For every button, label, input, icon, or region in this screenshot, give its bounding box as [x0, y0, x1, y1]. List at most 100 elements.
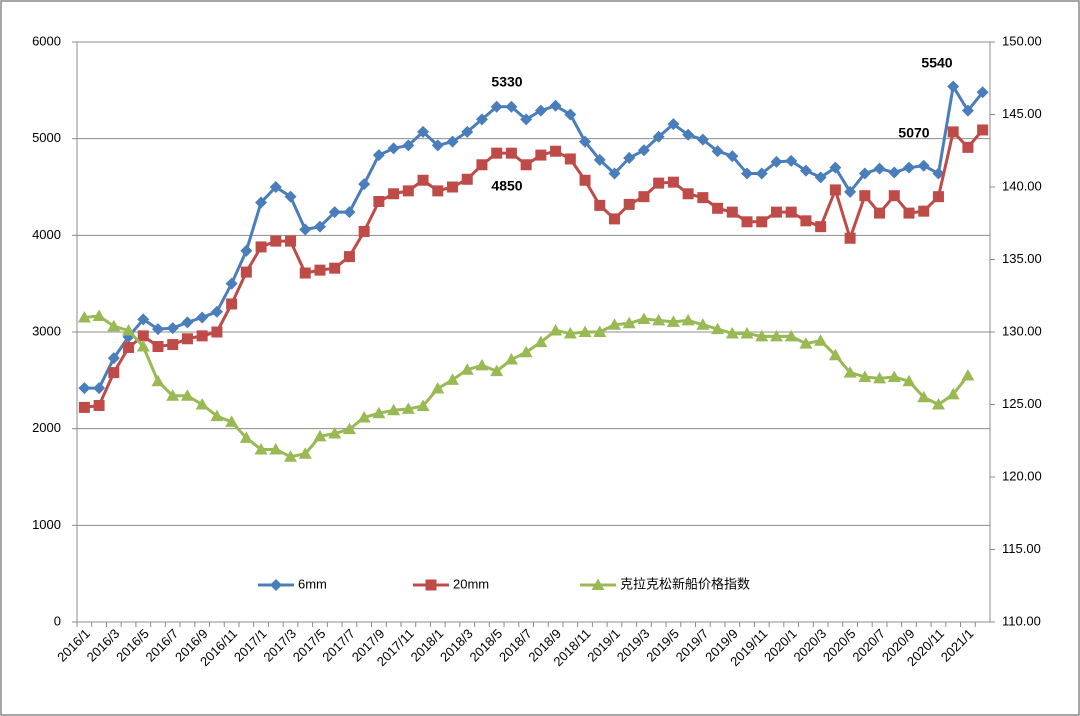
marker	[741, 216, 753, 228]
marker	[387, 403, 401, 416]
marker	[475, 358, 489, 371]
marker	[815, 221, 827, 233]
marker	[534, 104, 547, 117]
marker	[608, 213, 620, 225]
marker	[931, 398, 945, 410]
marker	[550, 145, 562, 157]
marker	[255, 196, 268, 209]
marker	[166, 322, 179, 335]
marker	[416, 399, 430, 411]
marker	[593, 325, 607, 337]
marker	[829, 161, 842, 174]
marker	[741, 167, 754, 180]
y-tick-label: 0	[54, 613, 61, 628]
marker	[123, 341, 135, 353]
marker	[844, 232, 856, 244]
marker	[151, 374, 165, 387]
marker	[387, 142, 400, 155]
marker	[579, 174, 591, 186]
marker	[196, 330, 208, 342]
marker	[961, 104, 974, 117]
marker	[932, 167, 945, 180]
marker	[873, 162, 886, 175]
marker	[152, 341, 164, 352]
marker	[446, 135, 459, 148]
marker	[299, 223, 312, 236]
marker	[696, 318, 710, 330]
marker	[947, 80, 960, 93]
marker	[844, 185, 857, 198]
marker	[93, 399, 105, 411]
marker	[814, 171, 827, 184]
marker	[637, 312, 651, 324]
marker	[432, 185, 444, 197]
annotation: 5330	[491, 74, 522, 90]
annotation: 4850	[491, 178, 522, 194]
marker	[328, 427, 342, 439]
marker	[520, 159, 532, 171]
marker	[210, 305, 223, 318]
marker	[122, 324, 136, 336]
y2-tick-label: 140.00	[1002, 178, 1042, 193]
marker	[725, 326, 739, 339]
annotation: 5070	[898, 125, 929, 141]
marker	[976, 86, 989, 99]
marker	[108, 367, 120, 379]
marker	[284, 190, 297, 203]
marker	[78, 401, 90, 413]
annotation: 5540	[921, 55, 952, 71]
marker	[269, 442, 283, 455]
marker	[652, 313, 666, 326]
marker	[828, 348, 842, 361]
marker	[769, 329, 783, 342]
marker	[255, 241, 267, 253]
marker	[653, 177, 665, 189]
marker	[666, 315, 680, 327]
marker	[299, 267, 311, 279]
marker	[961, 369, 975, 381]
marker	[917, 390, 931, 403]
marker	[917, 159, 930, 172]
marker	[240, 244, 253, 257]
marker	[180, 389, 194, 401]
series-markers	[78, 124, 989, 413]
marker	[195, 398, 209, 410]
legend-label: 克拉克松新船价格指数	[620, 576, 750, 591]
y-tick-label: 2000	[32, 420, 61, 435]
marker	[859, 190, 871, 202]
marker	[329, 262, 341, 274]
marker	[682, 128, 695, 141]
marker	[887, 370, 901, 382]
marker	[563, 326, 577, 339]
marker	[932, 191, 944, 203]
series-markers	[77, 309, 975, 462]
marker	[785, 154, 798, 167]
y-tick-label: 4000	[32, 227, 61, 242]
y2-tick-label: 115.00	[1002, 541, 1041, 556]
marker	[136, 340, 150, 352]
marker	[93, 382, 106, 395]
marker	[623, 152, 636, 164]
marker	[285, 235, 297, 247]
marker	[637, 144, 650, 157]
legend-label: 20mm	[453, 576, 489, 591]
marker	[210, 409, 224, 422]
marker	[549, 99, 562, 112]
marker	[269, 181, 282, 193]
marker	[711, 322, 725, 335]
marker	[373, 196, 385, 207]
marker	[181, 316, 194, 329]
marker	[549, 324, 563, 336]
y2-tick-label: 125.00	[1002, 396, 1042, 411]
marker	[681, 313, 695, 326]
marker	[578, 325, 592, 337]
marker	[226, 298, 238, 310]
y2-tick-label: 135.00	[1002, 251, 1042, 266]
marker	[946, 387, 960, 400]
marker	[888, 190, 900, 202]
marker	[829, 184, 841, 196]
marker	[814, 334, 828, 346]
marker	[858, 370, 872, 382]
marker	[417, 174, 429, 186]
legend-label: 6mm	[298, 576, 327, 591]
